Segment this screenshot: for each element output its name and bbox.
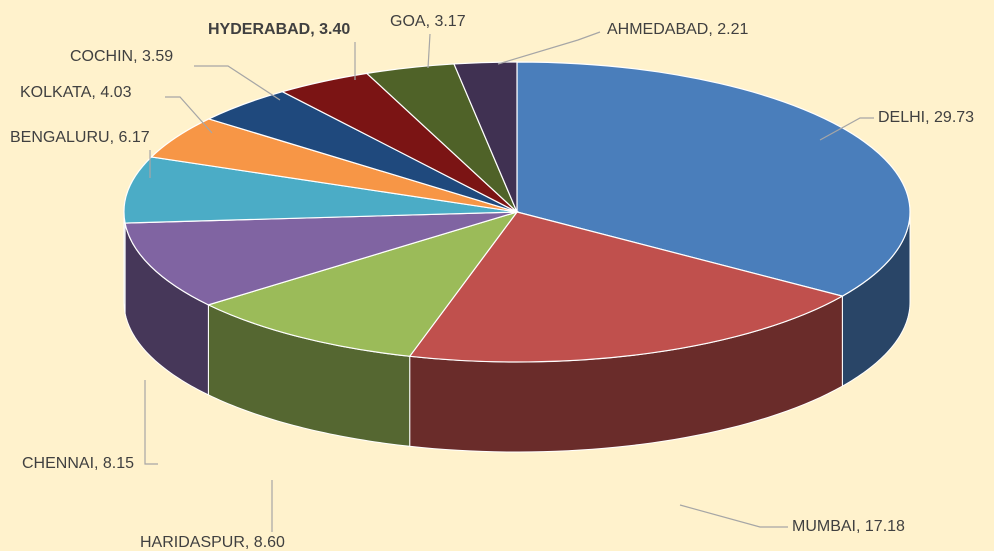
- data-label: MUMBAI, 17.18: [792, 518, 905, 535]
- slice: [206, 210, 519, 357]
- slice: [453, 61, 518, 213]
- data-label: KOLKATA, 4.03: [20, 84, 132, 101]
- leader-line: [819, 117, 874, 141]
- leader-line: [194, 65, 281, 101]
- slice: [123, 156, 518, 224]
- data-label: BENGALURU, 6.17: [10, 129, 150, 146]
- data-label: GOA, 3.17: [390, 13, 466, 30]
- slice: [408, 211, 844, 363]
- leader-line: [427, 33, 431, 69]
- data-label: COCHIN, 3.59: [70, 48, 173, 65]
- leader-line: [497, 31, 601, 65]
- data-label: DELHI, 29.73: [878, 109, 974, 126]
- slice: [124, 211, 518, 306]
- data-label: CHENNAI, 8.15: [22, 455, 134, 472]
- slice-side: [123, 211, 126, 314]
- data-label: AHMEDABAD, 2.21: [607, 21, 748, 38]
- leader-line: [165, 96, 213, 134]
- leader-line: [144, 380, 158, 465]
- slice: [516, 61, 911, 297]
- leader-line: [679, 504, 788, 528]
- data-label: HYDERABAD, 3.40: [208, 21, 350, 38]
- data-label: HARIDASPUR, 8.60: [140, 534, 285, 551]
